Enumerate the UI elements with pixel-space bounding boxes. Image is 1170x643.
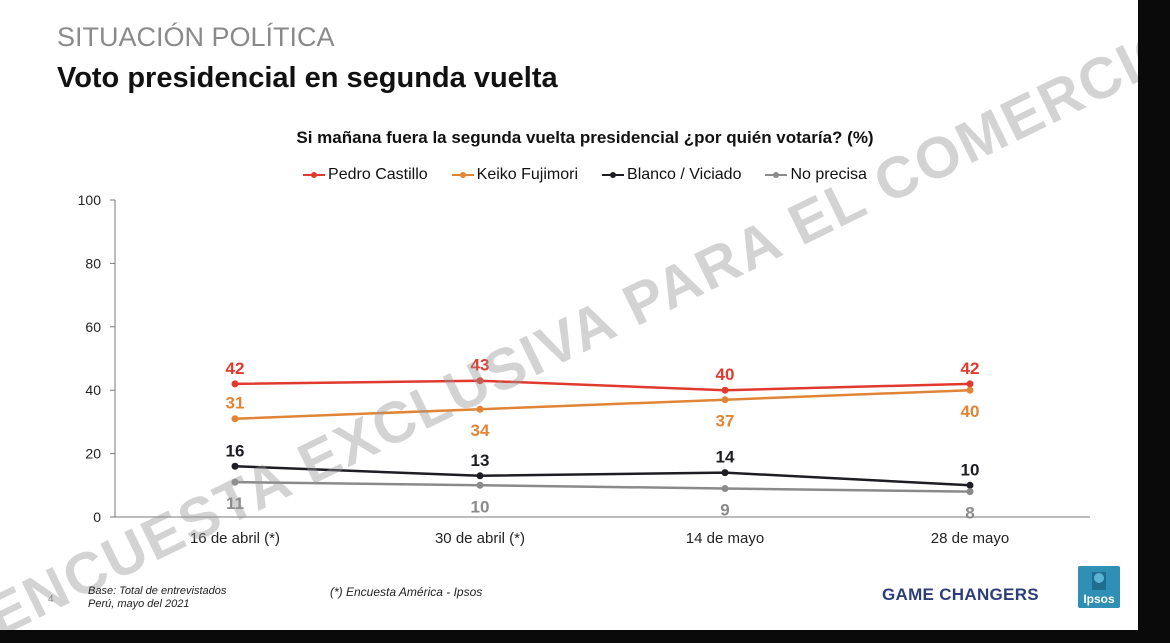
y-tick-label: 40 bbox=[85, 382, 101, 398]
data-label: 43 bbox=[471, 356, 490, 375]
data-label: 10 bbox=[471, 497, 490, 516]
data-point bbox=[721, 484, 729, 492]
series-line bbox=[234, 480, 971, 493]
x-tick-label: 30 de abril (*) bbox=[435, 530, 525, 547]
series-line bbox=[234, 379, 971, 392]
data-label: 34 bbox=[471, 421, 490, 440]
data-label: 8 bbox=[965, 504, 974, 523]
y-tick-label: 20 bbox=[85, 446, 101, 462]
data-point bbox=[966, 386, 974, 394]
data-label: 13 bbox=[471, 451, 490, 470]
data-point bbox=[231, 462, 239, 470]
data-label: 10 bbox=[961, 460, 980, 479]
data-point bbox=[476, 405, 484, 413]
data-point bbox=[476, 472, 484, 480]
legend-item: Blanco / Viciado bbox=[602, 166, 741, 184]
data-label: 31 bbox=[226, 394, 245, 413]
data-label: 42 bbox=[226, 359, 245, 378]
brand-tagline: GAME CHANGERS bbox=[882, 585, 1039, 604]
legend-label: Keiko Fujimori bbox=[476, 166, 579, 183]
data-point bbox=[231, 380, 239, 388]
page-number: 4 bbox=[48, 594, 54, 605]
y-tick-label: 100 bbox=[78, 192, 102, 208]
line-chart: 0 20 40 60 80 100 16 de abril (*) 30 de abril (… bbox=[78, 192, 1090, 547]
data-point bbox=[966, 380, 974, 388]
source-note: (*) Encuesta América - Ipsos bbox=[330, 585, 483, 599]
data-label: 40 bbox=[716, 365, 735, 384]
x-tick-label: 16 de abril (*) bbox=[190, 530, 280, 547]
logo-mark-icon bbox=[1092, 572, 1106, 590]
data-point bbox=[476, 377, 484, 385]
legend-swatch-icon bbox=[303, 169, 326, 181]
data-point bbox=[231, 415, 239, 423]
data-label: 9 bbox=[720, 500, 729, 519]
data-point bbox=[966, 488, 974, 496]
data-label: 11 bbox=[226, 494, 244, 513]
y-tick-label: 80 bbox=[85, 255, 101, 271]
page-title: Voto presidencial en segunda vuelta bbox=[57, 62, 558, 94]
data-point bbox=[476, 481, 484, 489]
legend-label: No precisa bbox=[790, 166, 867, 183]
legend-swatch-icon bbox=[602, 169, 625, 181]
y-tick-label: 0 bbox=[93, 509, 101, 525]
data-label: 42 bbox=[961, 359, 980, 378]
legend-label: Blanco / Viciado bbox=[627, 166, 742, 183]
legend-item: Keiko Fujimori bbox=[451, 166, 579, 184]
data-point bbox=[231, 478, 239, 486]
data-label: 16 bbox=[226, 441, 245, 460]
logo-text: Ipsos bbox=[1083, 592, 1115, 606]
chart-legend: Pedro Castillo Keiko Fujimori Blanco / Vic… bbox=[0, 166, 1138, 186]
legend-label: Pedro Castillo bbox=[328, 166, 428, 183]
legend-swatch-icon bbox=[451, 169, 474, 181]
legend-swatch-icon bbox=[765, 169, 788, 181]
x-tick-label: 28 de mayo bbox=[931, 530, 1009, 547]
legend-item: No precisa bbox=[765, 166, 867, 184]
data-label: 40 bbox=[961, 402, 980, 421]
slide: SITUACIÓN POLÍTICA Voto presidencial en … bbox=[0, 0, 1138, 630]
data-point bbox=[721, 386, 729, 394]
y-tick-label: 60 bbox=[85, 319, 101, 335]
data-point bbox=[721, 396, 729, 404]
data-point bbox=[966, 481, 974, 489]
data-label: 37 bbox=[716, 412, 735, 431]
ipsos-logo: Ipsos bbox=[1078, 566, 1120, 608]
data-label: 14 bbox=[716, 448, 735, 467]
legend-item: Pedro Castillo bbox=[303, 166, 428, 184]
series-line bbox=[234, 388, 971, 420]
base-note-line-2: Perú, mayo del 2021 bbox=[88, 598, 190, 610]
x-tick-label: 14 de mayo bbox=[686, 530, 764, 547]
series-line bbox=[234, 465, 971, 487]
chart-title: Si mañana fuera la segunda vuelta presid… bbox=[296, 128, 874, 147]
data-point bbox=[721, 469, 729, 477]
base-note: Base: Total de entrevistados Perú, mayo … bbox=[88, 585, 288, 611]
base-note-line-1: Base: Total de entrevistados bbox=[88, 585, 227, 597]
section-title: SITUACIÓN POLÍTICA bbox=[57, 22, 335, 52]
